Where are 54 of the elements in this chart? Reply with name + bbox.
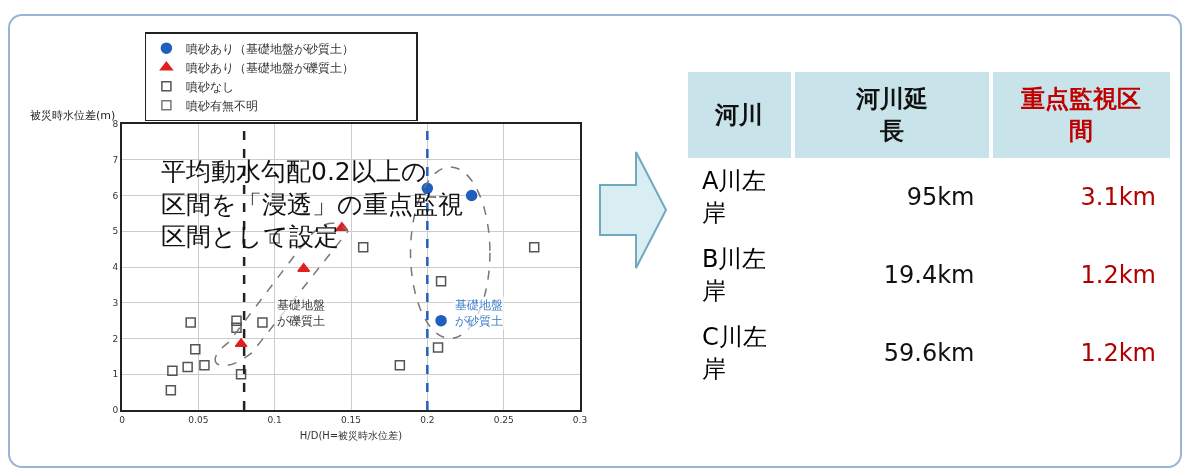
annotation: 基礎地盤が礫質土	[277, 298, 325, 328]
category-label: 重点監視区間	[992, 72, 1170, 158]
annotation: 基礎地盤が砂質土	[455, 298, 503, 328]
text: 95km	[906, 183, 975, 211]
point	[435, 276, 447, 287]
point	[167, 365, 178, 376]
y-tick-label: 0	[112, 405, 119, 416]
point	[182, 361, 193, 373]
text: 59.6km	[883, 339, 975, 367]
point	[231, 315, 242, 326]
text: 19.4km	[883, 261, 975, 289]
legend-label: 噴砂なし	[186, 79, 235, 94]
legend-label: 噴砂あり（基礎地盤が砂質土）	[186, 41, 355, 56]
y-tick-label: 7	[112, 154, 119, 165]
category-label: C川左岸	[702, 323, 767, 383]
x-tick-label: 0	[119, 414, 126, 425]
x-tick-label: 0.25	[493, 414, 514, 425]
point	[231, 322, 242, 334]
x-tick-label: 0.2	[420, 414, 435, 425]
y-tick-label: 1	[112, 369, 119, 380]
point	[257, 317, 268, 328]
x-tick-label: 0.05	[188, 414, 209, 425]
point	[185, 317, 196, 328]
point	[234, 338, 248, 348]
point	[190, 343, 201, 355]
point	[297, 263, 311, 273]
category-label: B川左岸	[702, 245, 767, 305]
annotation: 平均動水勾配0.2以上の区間を「浸透」の重点監視区間として設定	[161, 157, 463, 251]
x-tick-label: 0.1	[267, 414, 282, 425]
point	[465, 189, 478, 202]
y-tick-label: 6	[112, 190, 119, 201]
category-label: 河川延長	[794, 72, 989, 158]
point	[235, 369, 247, 380]
point	[199, 360, 210, 371]
category-label: A川左岸	[702, 167, 767, 227]
y-tick-label: 2	[112, 333, 119, 344]
y-tick-label: 5	[112, 226, 119, 237]
y-tick-label: 3	[112, 297, 119, 308]
x-tick-label: 0.3	[572, 414, 588, 425]
point	[394, 360, 406, 371]
category-label: 河川	[688, 72, 791, 158]
point	[357, 242, 369, 253]
text: 3.1km	[1080, 183, 1156, 211]
point	[435, 314, 447, 327]
legend-label: 噴砂あり（基礎地盤が礫質土）	[186, 60, 355, 75]
y-tick-label: 4	[112, 262, 119, 273]
point	[165, 385, 177, 396]
text: 1.2km	[1080, 261, 1156, 289]
point	[432, 342, 444, 353]
legend-label: 噴砂有無不明	[186, 98, 259, 113]
text: 1.2km	[1080, 339, 1156, 367]
x-axis-title: H/D(H=被災時水位差)	[299, 429, 403, 441]
x-tick-label: 0.15	[340, 414, 362, 425]
point	[528, 242, 540, 253]
